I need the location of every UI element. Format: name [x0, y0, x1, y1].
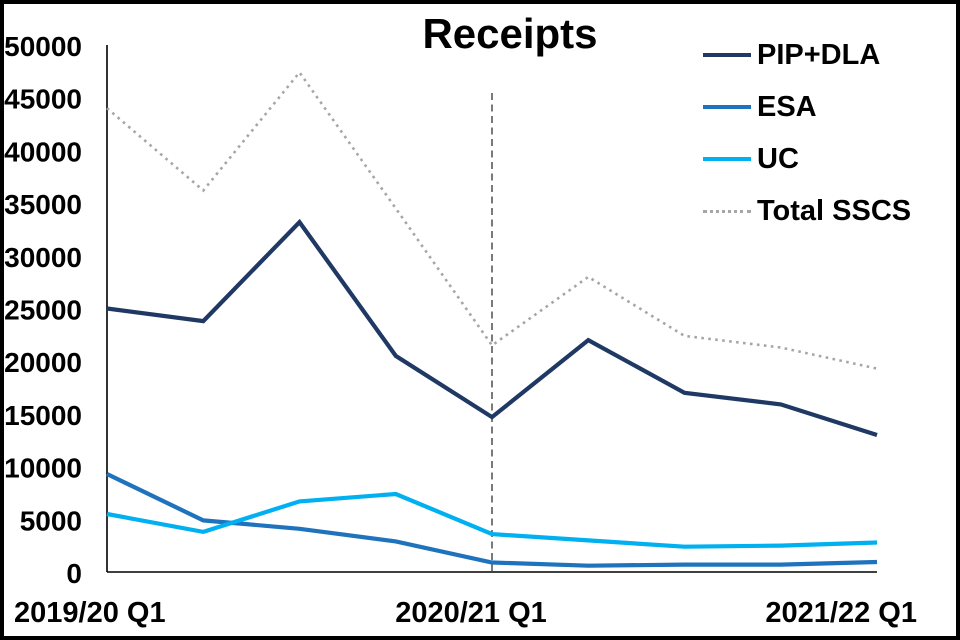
legend-label-uc: UC [757, 142, 799, 175]
legend-label-pip-dla: PIP+DLA [757, 38, 881, 71]
legend-line-sample-uc [703, 157, 751, 161]
y-axis-tick-label: 20000 [4, 347, 82, 378]
y-axis-tick-label: 45000 [4, 84, 82, 115]
series-line-total-sscs [106, 70, 878, 370]
x-axis-label-2021-22-q1: 2021/22 Q1 [765, 597, 917, 629]
y-axis-tick-label: 15000 [4, 400, 82, 431]
series-line-pip-dla [106, 218, 878, 438]
y-axis-tick-labels: 0 5000 10000 15000 20000 25000 30000 35000 40000… [4, 31, 82, 589]
legend-line-sample-esa [703, 105, 751, 109]
series-lines [106, 70, 878, 568]
x-axis-label-2019-20-q1: 2019/20 Q1 [14, 597, 166, 629]
series-line-uc [106, 491, 878, 549]
legend-item-pip-dla: PIP+DLA [703, 39, 911, 71]
legend-label-total-sscs: Total SSCS [757, 194, 912, 227]
y-axis-tick-label: 25000 [4, 295, 82, 326]
legend-item-uc: UC [703, 143, 911, 175]
y-axis-tick-label: 50000 [4, 31, 82, 62]
legend: PIP+DLA ESA UC Total SSCS [703, 39, 911, 247]
y-axis-tick-label: 30000 [4, 242, 82, 273]
y-axis-tick-label: 40000 [4, 136, 82, 167]
legend-line-sample-pip-dla [703, 53, 751, 57]
y-axis-tick-label: 5000 [20, 505, 82, 536]
y-axis-tick-label: 35000 [4, 189, 82, 220]
legend-item-esa: ESA [703, 91, 911, 123]
legend-item-total-sscs: Total SSCS [703, 195, 911, 227]
y-axis-tick-label: 0 [66, 558, 82, 589]
legend-label-esa: ESA [757, 90, 817, 123]
legend-line-sample-total-sscs [703, 209, 751, 213]
y-axis-tick-label: 10000 [4, 453, 82, 484]
x-axis-label-2020-21-q1: 2020/21 Q1 [395, 597, 547, 629]
chart-title: Receipts [422, 10, 598, 57]
